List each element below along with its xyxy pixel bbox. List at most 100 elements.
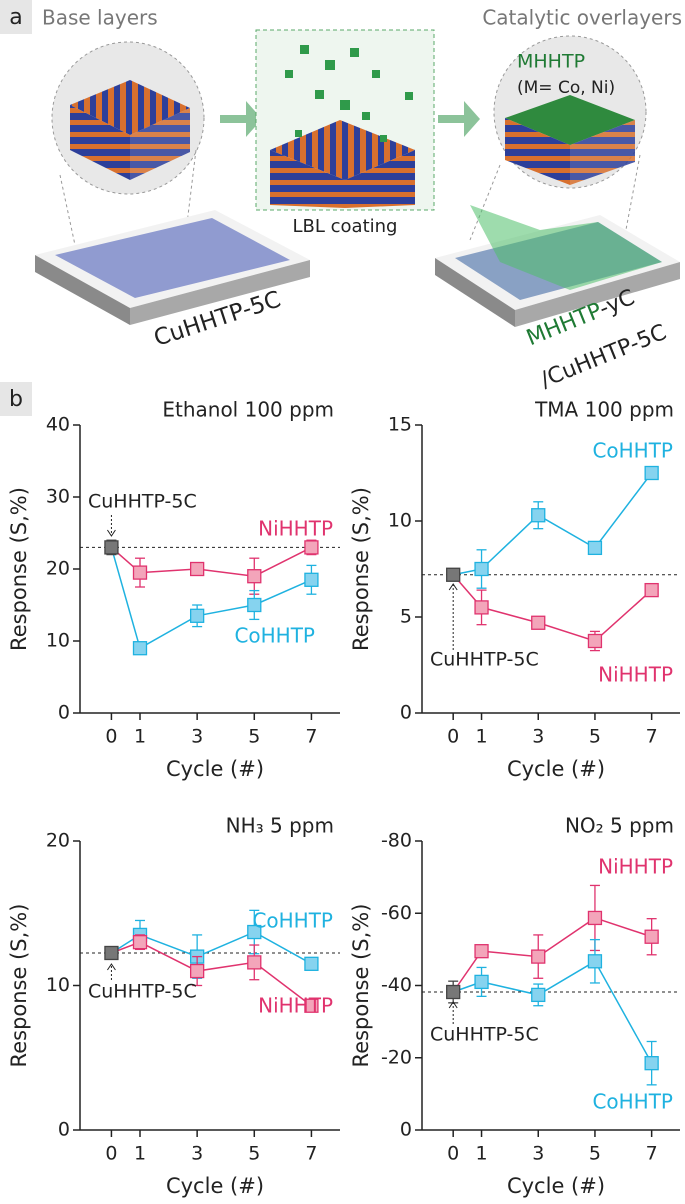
series-label: NiHHTP (258, 994, 333, 1018)
chart-title: NO₂ 5 ppm (565, 814, 674, 838)
series-label: CoHHTP (592, 1090, 673, 1114)
zoom-line (59, 174, 76, 246)
x-tick-label: 1 (134, 726, 146, 748)
y-tick-label: 40 (46, 414, 70, 436)
marker (132, 935, 148, 950)
panel-label: b (9, 387, 23, 412)
marker (104, 540, 119, 555)
x-tick-label: 1 (475, 726, 487, 748)
marker (132, 641, 148, 656)
series-line (481, 472, 653, 570)
x-axis-label: Cycle (#) (507, 757, 605, 781)
y-tick-label: 10 (46, 630, 70, 652)
reference-label: CuHHTP-5C (430, 649, 539, 671)
marker (247, 924, 262, 940)
y-axis-label: Response (S,%) (349, 487, 373, 651)
y-tick-label: 0 (400, 1119, 412, 1141)
marker (132, 565, 148, 580)
marker (644, 582, 659, 598)
x-axis-label: Cycle (#) (166, 1174, 264, 1198)
x-tick-label: 1 (475, 1143, 487, 1165)
x-tick-label: 5 (248, 1143, 260, 1165)
series-line (139, 579, 312, 649)
y-tick-label: 5 (400, 606, 412, 628)
lattice-side (570, 120, 635, 185)
marker (474, 974, 489, 990)
annotation-arrowhead (107, 963, 116, 971)
chart-title: Ethanol 100 ppm (162, 398, 334, 422)
marker (587, 540, 603, 556)
series-label: CoHHTP (252, 909, 333, 933)
x-tick-label: 7 (305, 1143, 317, 1165)
lattice-side (130, 108, 190, 180)
panel-label-box (0, 0, 32, 34)
x-tick-label: 3 (191, 726, 203, 748)
catalyst-note: (M= Co, Ni) (517, 78, 615, 98)
series-line (481, 589, 653, 642)
y-tick-label: 15 (388, 414, 412, 436)
marker (247, 955, 262, 970)
marker (587, 910, 603, 926)
overlayer-film (470, 205, 662, 290)
marker (189, 608, 205, 623)
annotation-arrowhead (448, 1001, 458, 1009)
film (55, 218, 290, 298)
marker (644, 465, 659, 481)
y-axis-label: Response (S,%) (7, 904, 31, 1068)
x-tick-label: 3 (191, 1143, 203, 1165)
y-axis-label: Response (S,%) (7, 487, 31, 651)
x-axis-label: Cycle (#) (507, 1174, 605, 1198)
marker (247, 597, 262, 613)
substrate-side (35, 255, 130, 325)
substrate-side (130, 260, 310, 325)
lattice-side (70, 105, 130, 180)
arrow (220, 101, 262, 137)
y-tick-label: 30 (46, 486, 70, 508)
series-line (481, 917, 652, 958)
substrate-side (515, 262, 680, 327)
marker (304, 956, 319, 971)
y-tick-label: 20 (46, 558, 70, 580)
lattice-top (270, 120, 415, 180)
x-tick-label: 7 (646, 1143, 658, 1165)
marker (446, 984, 461, 1000)
series-label: NiHHTP (598, 855, 673, 879)
x-tick-label: 7 (646, 726, 658, 748)
lattice-top (70, 80, 190, 135)
y-tick-label: -80 (381, 830, 412, 852)
series-line (139, 931, 312, 965)
y-axis-label: Response (S,%) (349, 904, 373, 1068)
x-tick-label: 1 (134, 1143, 146, 1165)
lattice-side (505, 118, 570, 185)
marker (304, 540, 319, 555)
panel-label: a (9, 5, 22, 30)
reference-label: CuHHTP-5C (88, 491, 197, 513)
x-tick-label: 0 (105, 726, 117, 748)
x-tick-label: 7 (305, 726, 317, 748)
y-tick-label: -40 (381, 974, 412, 996)
zoom-line (624, 154, 641, 236)
annotation-arrowhead (107, 529, 116, 537)
series-label: NiHHTP (598, 663, 673, 687)
x-axis-label: Cycle (#) (166, 757, 264, 781)
y-tick-label: 0 (400, 702, 412, 724)
marker (531, 508, 546, 523)
annotation-arrowhead (448, 583, 458, 591)
zoom-line (469, 164, 501, 241)
marker (531, 949, 546, 964)
y-tick-label: -60 (381, 902, 412, 924)
marker (474, 561, 489, 577)
cubes (285, 45, 413, 142)
reference-label: CuHHTP-5C (88, 981, 197, 1003)
reference-label: CuHHTP-5C (430, 1024, 539, 1046)
y-tick-label: 0 (58, 1119, 70, 1141)
x-tick-label: 0 (447, 1143, 459, 1165)
panel-label-box (0, 382, 32, 416)
marker (531, 615, 546, 630)
marker (587, 954, 603, 969)
marker (644, 1056, 659, 1071)
lattice-side (345, 150, 415, 208)
marker (446, 567, 461, 582)
